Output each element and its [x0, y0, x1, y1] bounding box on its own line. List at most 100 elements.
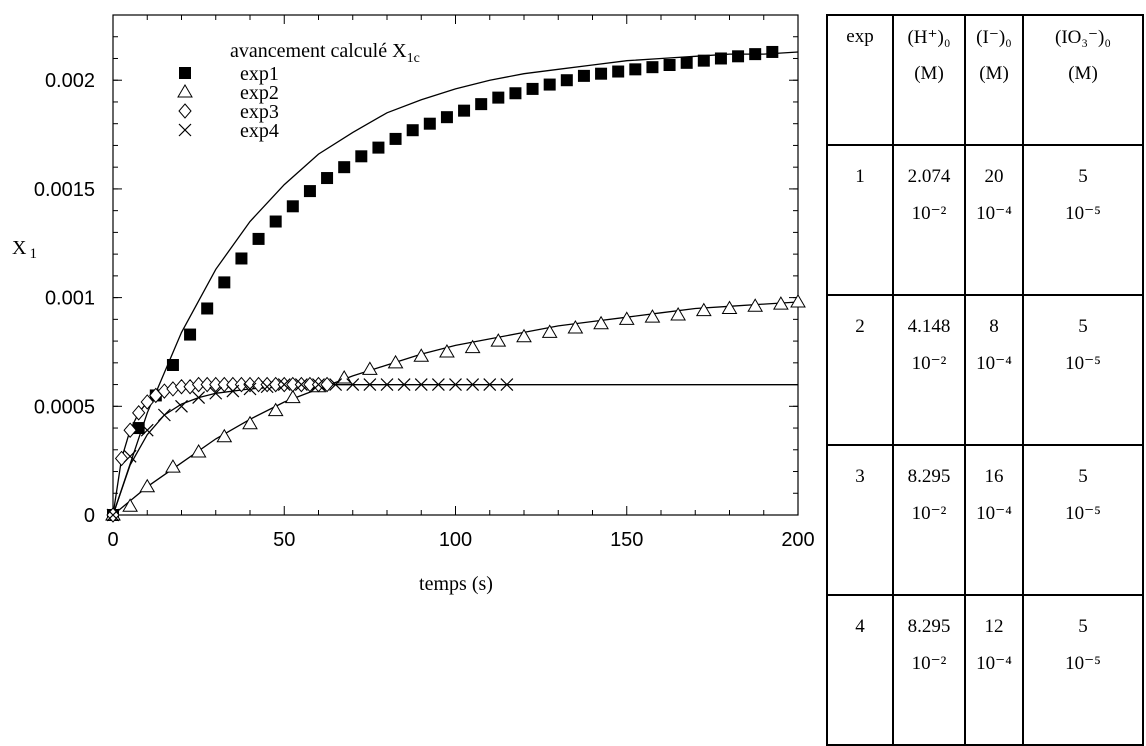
data-point-exp2 [721, 300, 738, 314]
y-axis-label-subscript: 1 [29, 246, 37, 262]
cell-value: 1 [855, 166, 865, 187]
legend-title-subscript: 1c [407, 51, 420, 66]
data-point-exp1 [732, 50, 745, 63]
header-iodide-label: (I⁻)₀ [976, 27, 1012, 48]
cell-value: 5 [1078, 616, 1088, 637]
legend-label-exp2: exp2 [240, 82, 279, 104]
cell-exponent: 10⁻⁴ [976, 203, 1012, 224]
data-point-exp1 [440, 111, 453, 124]
data-point-exp2 [242, 415, 258, 430]
cell-value: 5 [1078, 466, 1088, 487]
data-point-exp4 [449, 378, 462, 391]
data-point-exp1 [646, 61, 659, 74]
data-point-exp1 [766, 45, 779, 58]
data-point-exp3 [123, 422, 137, 438]
cell-exponent: 10⁻⁵ [1065, 653, 1101, 674]
cell-value: 2 [855, 316, 865, 337]
legend-marker-exp3 [178, 103, 192, 119]
data-point-exp4 [277, 378, 291, 391]
cell-exp: 3 [826, 444, 894, 596]
data-point-exp4 [329, 378, 343, 391]
cell-value: 3 [855, 466, 865, 487]
y-tick-label: 0.002 [45, 70, 95, 92]
fit-curves [112, 51, 799, 516]
data-point-exp3 [140, 394, 154, 410]
data-point-exp2 [541, 324, 558, 338]
data-point-exp4 [380, 378, 394, 391]
data-point-exp1 [663, 59, 676, 71]
fit-curve-2 [112, 301, 799, 516]
data-point-exp1 [218, 276, 231, 289]
data-point-exp4 [431, 378, 445, 391]
cell-h-plus: 8.295 10⁻² [892, 444, 966, 596]
data-point-exp4 [397, 378, 411, 391]
data-point-exp4 [192, 391, 206, 405]
data-point-exp4 [312, 378, 325, 391]
cell-h-plus: 8.295 10⁻² [892, 594, 966, 746]
cell-value: 5 [1078, 166, 1088, 187]
legend-label-exp4: exp4 [240, 120, 279, 142]
data-point-exp1 [595, 67, 608, 80]
cell-value: 16 [984, 466, 1004, 487]
x-tick-label: 100 [439, 529, 472, 551]
header-iodate: (IO₃⁻)₀ (M) [1022, 14, 1144, 146]
data-point-exp2 [593, 315, 609, 330]
data-point-exp2 [413, 348, 430, 362]
cell-exp: 4 [826, 594, 894, 746]
data-point-exp2 [790, 293, 806, 308]
cell-exponent: 10⁻² [911, 503, 947, 524]
data-point-exp2 [387, 354, 404, 369]
axis-ticks: 0 50 100 150 200 0 0.0005 0.001 0.0015 0.002 [34, 14, 815, 551]
data-point-exp1 [543, 78, 556, 91]
data-point-exp4 [157, 408, 171, 422]
header-iodide: (I⁻)₀ (M) [964, 14, 1024, 146]
data-point-exp4 [346, 378, 360, 391]
data-point-exp4 [209, 386, 223, 400]
cell-value: 8.295 [907, 466, 951, 487]
y-tick-label: 0.0015 [34, 179, 95, 201]
series-exp1 [107, 45, 779, 521]
data-point-exp4 [414, 378, 428, 391]
y-tick-label: 0.0005 [34, 396, 95, 418]
data-point-exp2 [464, 339, 481, 354]
data-point-exp2 [284, 389, 301, 404]
data-point-exp1 [629, 63, 642, 76]
data-point-exp4 [106, 508, 120, 522]
cell-value: 20 [984, 166, 1004, 187]
data-point-exp4 [363, 378, 377, 391]
data-point-exp1 [714, 52, 727, 65]
data-point-exp2 [618, 311, 635, 325]
kinetics-chart: 0 50 100 150 200 0 0.0005 0.001 0.0015 0.002 avan… [12, 14, 815, 595]
data-point-exp4 [226, 384, 240, 398]
data-point-exp1 [303, 185, 316, 198]
data-point-exp2 [165, 459, 181, 473]
header-h-plus-unit: (M) [914, 63, 944, 84]
data-point-exp1 [372, 141, 385, 154]
header-h-plus: (H⁺)₀ (M) [892, 14, 966, 146]
table-row: 4 8.295 10⁻² 12 10⁻⁴ 5 10⁻⁵ [826, 594, 1144, 746]
cell-exponent: 10⁻² [911, 203, 947, 224]
data-point-exp1 [492, 91, 505, 104]
series-exp3 [106, 376, 334, 523]
cell-exponent: 10⁻⁵ [1065, 203, 1101, 224]
data-point-exp4 [294, 378, 308, 391]
data-point-exp4 [243, 382, 257, 396]
y-tick-label: 0 [84, 505, 95, 527]
data-point-exp4 [500, 378, 514, 391]
data-point-exp1 [697, 54, 710, 67]
header-iodate-label: (IO₃⁻)₀ [1055, 27, 1111, 48]
cell-h-plus: 4.148 10⁻² [892, 294, 966, 446]
data-point-exp2 [747, 298, 764, 312]
data-point-exp2 [490, 333, 507, 347]
data-point-exp2 [122, 498, 138, 512]
series-exp4 [106, 378, 514, 522]
data-point-exp1 [321, 172, 334, 185]
data-point-exp1 [184, 328, 197, 341]
data-point-exp2 [139, 478, 156, 493]
data-point-exp1 [423, 117, 436, 130]
cell-exponent: 10⁻⁴ [976, 503, 1012, 524]
header-iodate-unit: (M) [1068, 63, 1098, 84]
